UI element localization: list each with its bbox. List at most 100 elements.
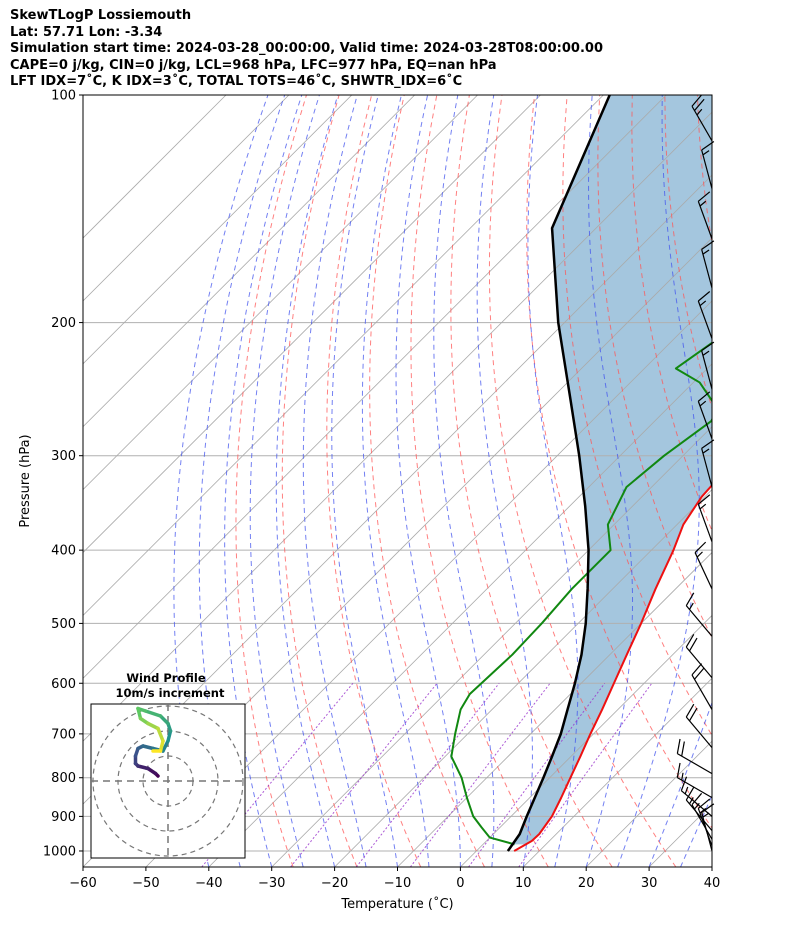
moist-adiabat-line bbox=[680, 794, 712, 867]
wind-barb-half bbox=[696, 108, 703, 116]
wind-barb-half bbox=[699, 807, 707, 814]
wind-barb-flag bbox=[701, 803, 715, 813]
isotherm-line bbox=[83, 95, 667, 679]
isotherm-line bbox=[711, 866, 712, 867]
y-tick-label: 500 bbox=[51, 617, 76, 632]
y-axis-label: Pressure (hPa) bbox=[18, 434, 33, 527]
wind-barb bbox=[701, 240, 715, 289]
y-axis: 100 200 300 400 500 600 700 800 900 1000 bbox=[43, 89, 83, 859]
y-tick-label: 900 bbox=[51, 810, 76, 825]
cape-line: CAPE=0 j/kg, CIN=0 j/kg, LCL=968 hPa, LF… bbox=[10, 57, 497, 73]
moist-adiabat-line bbox=[249, 95, 320, 867]
isotherm-line bbox=[208, 363, 712, 867]
wind-profile-inset: Wind Profile 10m/s increment bbox=[90, 671, 246, 859]
cape-fill-layer bbox=[512, 95, 712, 845]
cape-area bbox=[512, 95, 712, 845]
wind-barb-flag bbox=[680, 776, 688, 791]
wind-barb bbox=[685, 633, 713, 679]
wind-barb bbox=[685, 703, 713, 749]
x-tick-label: −10 bbox=[384, 876, 411, 891]
wind-barb-half bbox=[702, 448, 710, 454]
y-tick-label: 600 bbox=[51, 677, 76, 692]
wind-barb-half bbox=[699, 300, 707, 307]
wind-barb-staff bbox=[685, 716, 713, 749]
wind-barb-flag bbox=[685, 592, 695, 606]
hodograph-segment bbox=[156, 726, 165, 743]
isotherm-line bbox=[775, 95, 794, 867]
wind-barb bbox=[701, 341, 715, 390]
time-line: Simulation start time: 2024-03-28_00:00:… bbox=[10, 41, 603, 56]
wind-barb-half bbox=[694, 802, 700, 810]
moist-adiabat-line bbox=[275, 95, 339, 867]
wind-barb bbox=[697, 191, 713, 240]
wind-barb-flag bbox=[688, 637, 698, 652]
wind-barb-staff bbox=[697, 401, 713, 440]
y-tick-label: 800 bbox=[51, 771, 76, 786]
isotherm-line bbox=[83, 111, 712, 742]
wind-barb-staff bbox=[694, 552, 713, 590]
dry-adiabat-line bbox=[763, 95, 794, 867]
wind-barb-flag bbox=[697, 494, 711, 505]
dry-adiabat-line bbox=[730, 95, 794, 867]
dry-adiabat-line bbox=[488, 95, 677, 867]
chart-title: SkewTLogP Lossiemouth bbox=[10, 8, 192, 23]
y-tick-label: 300 bbox=[51, 449, 76, 464]
isotherm-line bbox=[83, 95, 353, 365]
wind-barb-staff bbox=[701, 249, 713, 289]
wind-barb bbox=[685, 786, 713, 832]
wind-barb-half bbox=[702, 249, 710, 255]
dewpoint-line bbox=[450, 341, 712, 846]
wind-barb-flag bbox=[694, 541, 707, 553]
isotherm-line bbox=[271, 426, 712, 867]
wind-barb-staff bbox=[680, 790, 713, 817]
wind-barb-flag bbox=[691, 94, 703, 107]
x-tick-label: 40 bbox=[704, 876, 721, 891]
wind-barb-staff bbox=[701, 149, 713, 189]
wind-barb bbox=[697, 291, 713, 339]
wind-barb-half bbox=[681, 772, 684, 781]
isotherm-line bbox=[334, 489, 712, 867]
mixing-ratio-line bbox=[468, 682, 606, 867]
wind-barb bbox=[676, 762, 713, 799]
dry-adiabat-line bbox=[235, 95, 307, 867]
dry-adiabat-line bbox=[281, 95, 358, 867]
wind-barb-half bbox=[699, 400, 707, 407]
y-tick-label: 100 bbox=[51, 89, 76, 104]
moist-adiabat-line bbox=[302, 95, 367, 867]
wind-barb-flag bbox=[676, 762, 681, 778]
hodograph-segment bbox=[146, 721, 160, 731]
moist-adiabat-line bbox=[361, 95, 430, 867]
wind-barb bbox=[676, 738, 713, 775]
mixing-ratio-lines bbox=[201, 682, 653, 867]
isotherm-line bbox=[397, 551, 712, 867]
moist-adiabat-line bbox=[224, 95, 303, 867]
wind-barb-flag bbox=[697, 191, 711, 202]
isotherm-line bbox=[83, 95, 227, 239]
dry-adiabat-line bbox=[450, 95, 613, 867]
x-tick-label: −20 bbox=[321, 876, 348, 891]
wind-barb bbox=[694, 541, 713, 590]
wind-barb bbox=[697, 391, 713, 440]
wind-barb-flag bbox=[685, 703, 695, 718]
wind-barb-half bbox=[699, 200, 707, 207]
wind-barb-staff bbox=[677, 777, 713, 799]
wind-barb-staff bbox=[677, 753, 713, 775]
sounding-lines bbox=[450, 95, 712, 852]
y-tick-label: 700 bbox=[51, 727, 76, 742]
wind-barb-half bbox=[684, 786, 689, 795]
chart-header: SkewTLogP Lossiemouth Lat: 57.71 Lon: -3… bbox=[10, 8, 603, 91]
isotherm-line bbox=[83, 95, 478, 491]
mixing-ratio-line bbox=[518, 682, 653, 867]
x-tick-label: 20 bbox=[578, 876, 595, 891]
hodograph-segment bbox=[158, 714, 170, 726]
x-axis-label: Temperature (˚C) bbox=[340, 896, 453, 912]
moist-adiabat-line bbox=[433, 95, 495, 867]
y-tick-label: 1000 bbox=[43, 844, 76, 859]
moist-adiabat-line bbox=[648, 701, 712, 867]
dry-adiabat-line bbox=[631, 95, 712, 533]
wind-barb-staff bbox=[691, 674, 713, 710]
hodograph-segment bbox=[161, 739, 170, 753]
wind-barb-flag bbox=[697, 391, 711, 402]
wind-barb-staff bbox=[697, 201, 713, 240]
